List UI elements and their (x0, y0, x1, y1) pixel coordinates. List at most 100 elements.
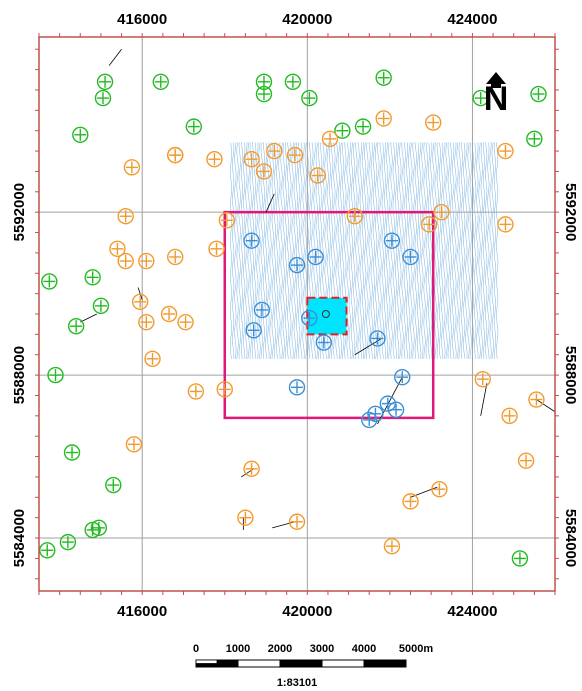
point-ring (216, 381, 233, 398)
y-tick-label-left: 5592000 (11, 183, 28, 241)
orange-point (288, 513, 306, 530)
point-ring (243, 232, 260, 249)
green-point (96, 73, 114, 91)
hatch-line (478, 142, 481, 359)
hatch-line (399, 142, 402, 359)
hatch-line (238, 142, 241, 359)
blue-point (387, 401, 405, 418)
hatch-line (381, 142, 384, 359)
hatch-line (236, 142, 239, 359)
point-ring (383, 537, 401, 555)
blue-point (315, 334, 333, 351)
orange-point (117, 252, 134, 270)
point-ring (530, 85, 547, 103)
point-ring (138, 313, 155, 331)
orange-point (497, 142, 514, 160)
orange-point (528, 391, 545, 408)
hatch-line (348, 142, 351, 359)
point-ring (369, 330, 386, 347)
green-point (72, 126, 89, 143)
point-ring (315, 334, 333, 351)
point-ring (361, 411, 378, 429)
point-ring (138, 252, 155, 270)
green-point (375, 69, 392, 86)
hatch-line (280, 142, 283, 359)
point-ring (375, 110, 392, 127)
green-point (63, 444, 81, 461)
point-ring (387, 401, 405, 418)
hatch-line (359, 142, 362, 359)
orange-point (501, 407, 518, 425)
green-point (84, 521, 101, 539)
point-ring (301, 89, 318, 107)
direction-line (480, 383, 488, 416)
scale-subsegment (195, 659, 218, 664)
orange-point (266, 142, 283, 160)
green-point (84, 269, 101, 286)
hatch-line (447, 142, 450, 359)
point-ring (307, 248, 324, 266)
orange-point (497, 216, 514, 233)
orange-point (375, 110, 392, 127)
point-ring (253, 301, 271, 319)
blue-point (301, 309, 318, 327)
point-ring (243, 151, 260, 168)
orange-point (243, 460, 260, 477)
hatch-line (423, 142, 426, 359)
hatch-line (438, 142, 442, 359)
map-frame (35, 33, 559, 595)
point-ring (497, 216, 514, 233)
point-ring (354, 118, 372, 135)
hatch-line (346, 142, 349, 359)
orange-point (187, 383, 205, 400)
y-tick-label-right: 5588000 (562, 346, 579, 404)
hatch-line (487, 142, 490, 359)
orange-point (309, 167, 326, 184)
scale-label: 2000 (268, 643, 292, 655)
hatch-line (416, 142, 420, 359)
orange-point (321, 130, 339, 148)
orange-point (131, 293, 149, 310)
hatch-line (355, 142, 358, 359)
scale-label: 0 (193, 643, 199, 655)
hatch-line (482, 142, 486, 359)
hatch-line (350, 142, 354, 359)
point-ring (131, 293, 149, 310)
point-ring (94, 89, 112, 107)
point-ring (367, 405, 384, 423)
orange-point (144, 350, 161, 368)
point-ring (394, 368, 411, 386)
y-tick-label-right: 5584000 (562, 509, 579, 567)
point-ring (105, 476, 122, 494)
hatch-line (496, 142, 499, 359)
target-rect (306, 296, 348, 336)
hatch-line (405, 142, 409, 359)
hatch-line (463, 142, 466, 359)
scale-segment (363, 659, 407, 668)
orange-point (138, 252, 155, 270)
orange-point (255, 163, 273, 180)
hatch-line (458, 142, 461, 359)
point-ring (208, 240, 225, 258)
orange-point (474, 370, 491, 388)
point-ring (84, 521, 101, 539)
hatch-line (240, 142, 244, 359)
scale-segment (279, 659, 323, 668)
green-point (185, 118, 203, 135)
hatch-line (260, 142, 263, 359)
scale-label: 5000m (399, 643, 433, 655)
hatch-line (370, 142, 373, 359)
point-ring (59, 533, 77, 551)
hatch-line (276, 142, 279, 359)
orange-point (517, 452, 535, 469)
blue-point (402, 248, 419, 266)
boundary-square (223, 210, 435, 420)
point-ring (528, 391, 545, 408)
hatch-line (469, 142, 472, 359)
hatch-line (408, 142, 411, 359)
hatch-line (493, 142, 497, 359)
orange-point (109, 240, 126, 258)
scale-segment (237, 659, 281, 668)
hatch-line (256, 142, 259, 359)
